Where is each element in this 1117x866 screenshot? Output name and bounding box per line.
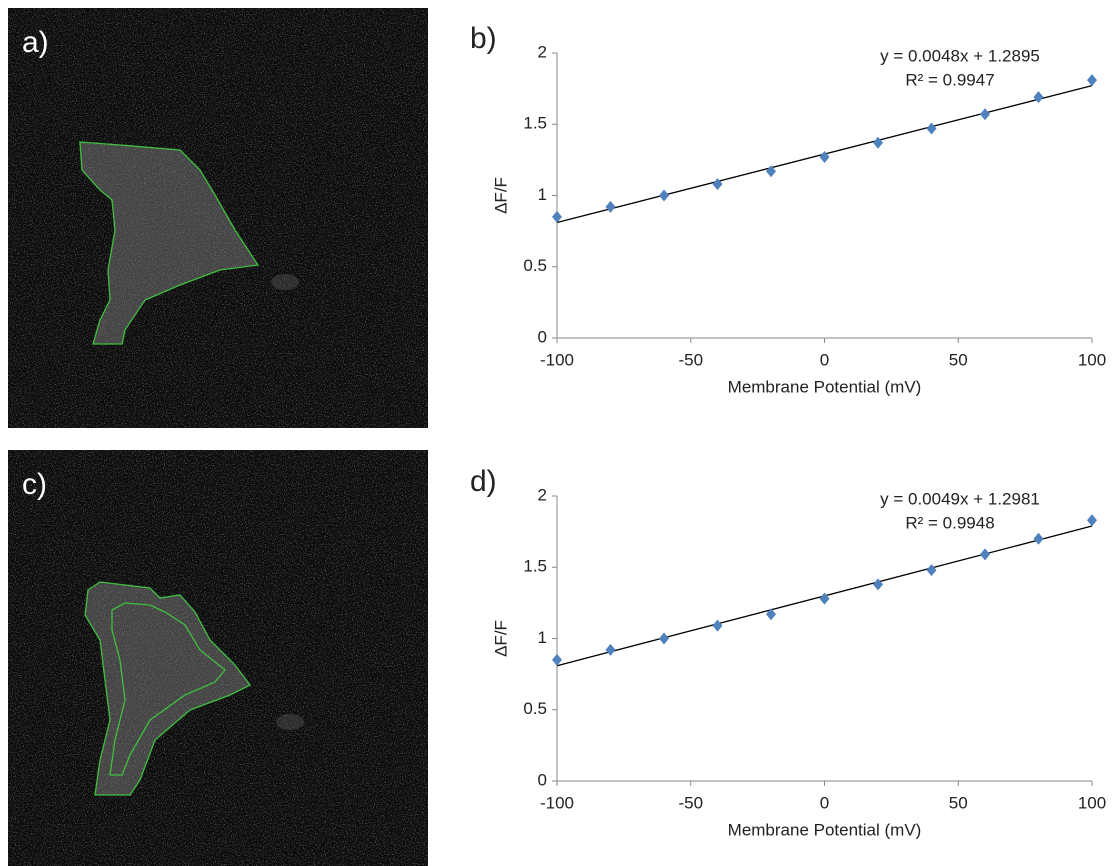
y-tick-label: 2: [538, 42, 547, 61]
data-point: [766, 608, 776, 621]
y-tick-label: 0.5: [523, 699, 547, 718]
data-point: [819, 151, 830, 164]
y-tick-label: 2: [538, 485, 547, 504]
micrograph-a: a): [8, 8, 428, 428]
x-axis-label: Membrane Potential (mV): [728, 820, 922, 839]
x-tick-label: 0: [820, 793, 829, 812]
data-point: [1033, 532, 1044, 545]
x-tick-label: 100: [1078, 350, 1106, 369]
data-point: [605, 643, 616, 656]
annotation: R² = 0.9947: [905, 70, 994, 89]
x-axis-label: Membrane Potential (mV): [728, 377, 922, 396]
y-tick-label: 1.5: [523, 114, 547, 133]
data-point: [552, 653, 562, 666]
panel-label: b): [470, 22, 497, 55]
data-point: [605, 200, 616, 213]
data-point: [980, 548, 990, 561]
y-tick-label: 1.5: [523, 557, 547, 576]
image-label: c): [22, 468, 47, 501]
annotation: R² = 0.9948: [905, 513, 994, 532]
y-tick-label: 1: [538, 628, 547, 647]
data-point: [980, 108, 990, 121]
y-tick-label: 1: [538, 185, 547, 204]
micrograph-c: c): [8, 450, 428, 866]
chart: d) 0 0.5 1 1.5 2 -100 -50 0 50 100 Membrane Potenti…: [470, 465, 1106, 840]
y-tick-label: 0: [538, 770, 547, 789]
data-point: [659, 189, 669, 202]
y-axis-label: ΔF/F: [491, 177, 510, 214]
data-point: [712, 178, 723, 191]
data-point: [926, 564, 937, 577]
data-point: [873, 578, 883, 591]
x-tick-label: -100: [540, 793, 574, 812]
x-tick-label: 0: [820, 350, 829, 369]
data-point: [873, 136, 883, 149]
data-point: [659, 632, 669, 645]
data-point: [766, 165, 776, 178]
annotation: y = 0.0049x + 1.2981: [880, 489, 1040, 508]
data-point: [712, 619, 723, 632]
x-tick-label: 50: [949, 350, 968, 369]
x-tick-label: -50: [678, 793, 703, 812]
data-point: [1087, 74, 1097, 87]
x-tick-label: 50: [949, 793, 968, 812]
y-tick-label: 0.5: [523, 256, 547, 275]
x-tick-label: 100: [1078, 793, 1106, 812]
image-label: a): [22, 26, 49, 59]
data-point: [1033, 91, 1044, 104]
data-point: [926, 122, 937, 135]
annotation: y = 0.0048x + 1.2895: [880, 46, 1040, 65]
x-tick-label: -100: [540, 350, 574, 369]
data-point: [552, 210, 562, 223]
y-axis-label: ΔF/F: [491, 620, 510, 657]
data-point: [819, 592, 830, 605]
panel-label: d): [470, 465, 497, 498]
y-tick-label: 0: [538, 327, 547, 346]
chart: b) 0 0.5 1 1.5 2 -100 -50 0 50 100 Membrane Potenti…: [470, 22, 1106, 397]
x-tick-label: -50: [678, 350, 703, 369]
data-point: [1087, 514, 1097, 527]
